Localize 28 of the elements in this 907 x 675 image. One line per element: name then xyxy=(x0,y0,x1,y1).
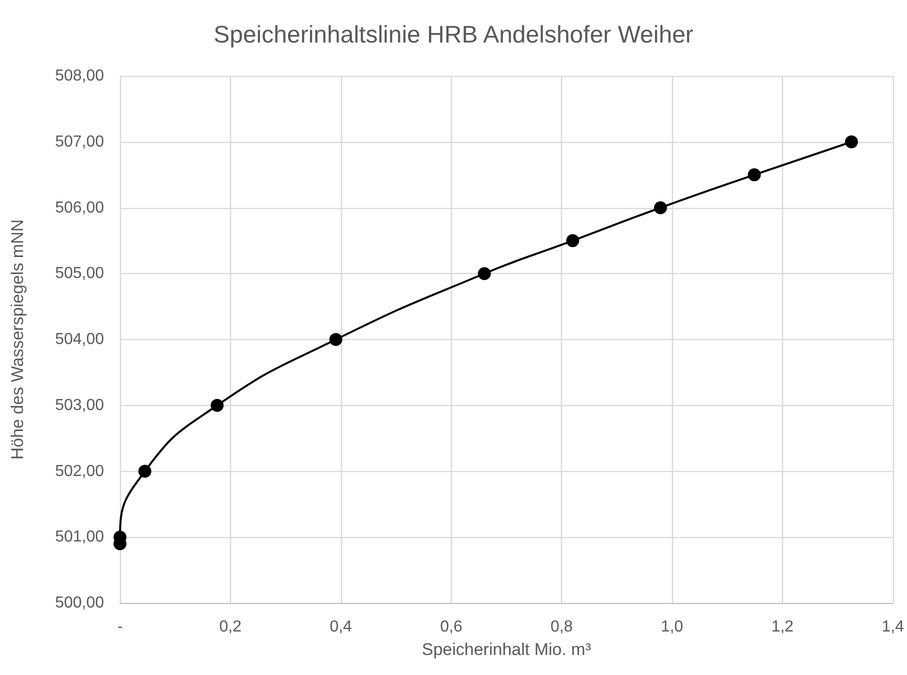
chart-title: Speicherinhaltslinie HRB Andelshofer Weiher xyxy=(214,22,694,48)
x-tick-label: 1,0 xyxy=(660,618,684,636)
x-tick-label: 1,2 xyxy=(771,618,794,636)
point xyxy=(478,267,491,280)
point xyxy=(566,234,580,248)
point xyxy=(138,464,152,478)
y-tick-label: 505,00 xyxy=(55,265,104,282)
x-tick-label: 0,4 xyxy=(330,618,352,636)
x-axis-title: Speicherinhalt Mio. m³ xyxy=(422,640,592,659)
y-tick-label: 500,00 xyxy=(55,594,104,612)
point xyxy=(210,398,224,412)
point xyxy=(654,201,667,214)
y-tick-label: 502,00 xyxy=(55,462,104,480)
y-tick-label: 508,00 xyxy=(55,68,104,84)
y-tick-label: 507,00 xyxy=(55,133,104,150)
point xyxy=(329,333,342,346)
x-tick-label: 0,6 xyxy=(440,618,462,636)
x-tick-label: - xyxy=(117,618,123,636)
y-tick-label: 506,00 xyxy=(55,199,104,216)
y-tick-label: 503,00 xyxy=(55,396,104,414)
y-tick-label: 501,00 xyxy=(55,528,104,546)
point xyxy=(844,135,858,148)
x-tick-label: 1,4 xyxy=(882,618,904,636)
y-axis-title: Höhe des Wasserspiegels mNN xyxy=(8,219,27,460)
point xyxy=(748,168,761,182)
x-tick-label: 0,8 xyxy=(550,618,573,636)
y-tick-label: 504,00 xyxy=(55,331,104,348)
x-tick-label: 0,2 xyxy=(219,618,242,636)
